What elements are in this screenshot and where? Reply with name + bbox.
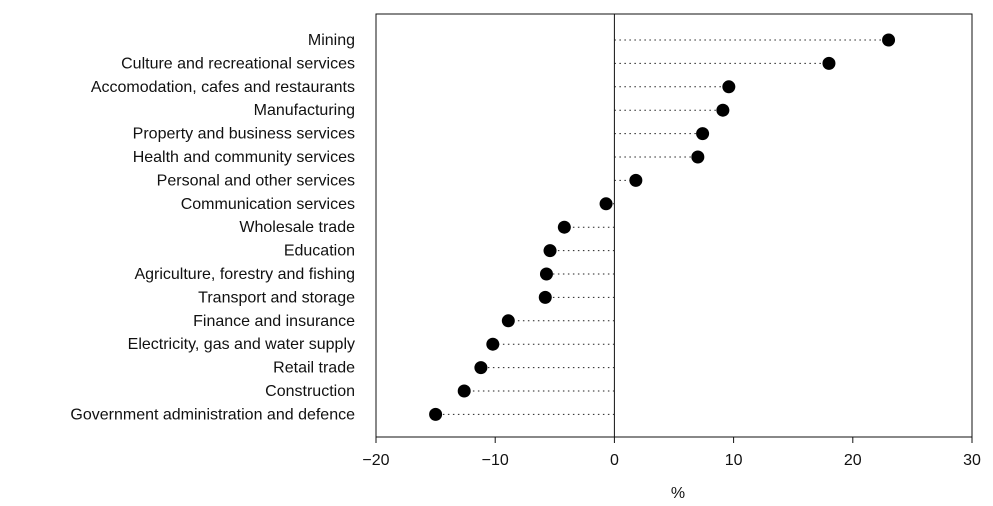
category-label: Communication services	[181, 196, 355, 213]
data-point	[486, 337, 500, 351]
data-point	[429, 407, 443, 421]
category-label: Manufacturing	[254, 102, 355, 119]
x-axis-title: %	[671, 485, 685, 502]
data-point	[474, 361, 488, 375]
category-label: Retail trade	[273, 360, 355, 377]
category-label: Mining	[308, 32, 355, 49]
data-points	[429, 33, 896, 421]
category-label: Personal and other services	[157, 172, 355, 189]
leader-lines	[435, 39, 889, 415]
data-point	[539, 267, 553, 281]
category-label: Health and community services	[133, 149, 355, 166]
data-point	[629, 173, 643, 187]
data-point	[882, 33, 896, 47]
x-tick-label: 10	[725, 452, 743, 469]
category-label: Accomodation, cafes and restaurants	[91, 79, 355, 96]
data-point	[599, 197, 613, 211]
x-tick-label: −20	[362, 452, 389, 469]
category-labels: Mining Culture and recreational services A…	[70, 32, 355, 423]
data-point	[557, 220, 571, 234]
data-point	[716, 103, 730, 117]
x-tick-label: 20	[844, 452, 862, 469]
category-label: Education	[284, 243, 355, 260]
category-label: Culture and recreational services	[121, 55, 355, 72]
category-label: Wholesale trade	[239, 219, 355, 236]
data-point	[691, 150, 705, 164]
data-point	[501, 314, 515, 328]
category-label: Construction	[265, 383, 355, 400]
x-tick-label: 0	[610, 452, 619, 469]
category-label: Agriculture, forestry and fishing	[134, 266, 355, 283]
category-label: Transport and storage	[198, 289, 355, 306]
category-label: Government administration and defence	[70, 406, 355, 423]
data-point	[696, 127, 710, 141]
category-label: Property and business services	[133, 126, 355, 143]
category-label: Electricity, gas and water supply	[128, 336, 355, 353]
data-point	[822, 56, 836, 70]
data-point	[538, 290, 552, 304]
plot-frame	[375, 13, 973, 438]
x-tick-label: 30	[963, 452, 981, 469]
x-axis-ticks: −20 −10 0 10 20 30	[362, 437, 981, 469]
data-point	[543, 244, 557, 258]
data-point	[457, 384, 471, 398]
data-point	[722, 80, 736, 94]
x-tick-label: −10	[482, 452, 509, 469]
category-label: Finance and insurance	[193, 313, 355, 330]
